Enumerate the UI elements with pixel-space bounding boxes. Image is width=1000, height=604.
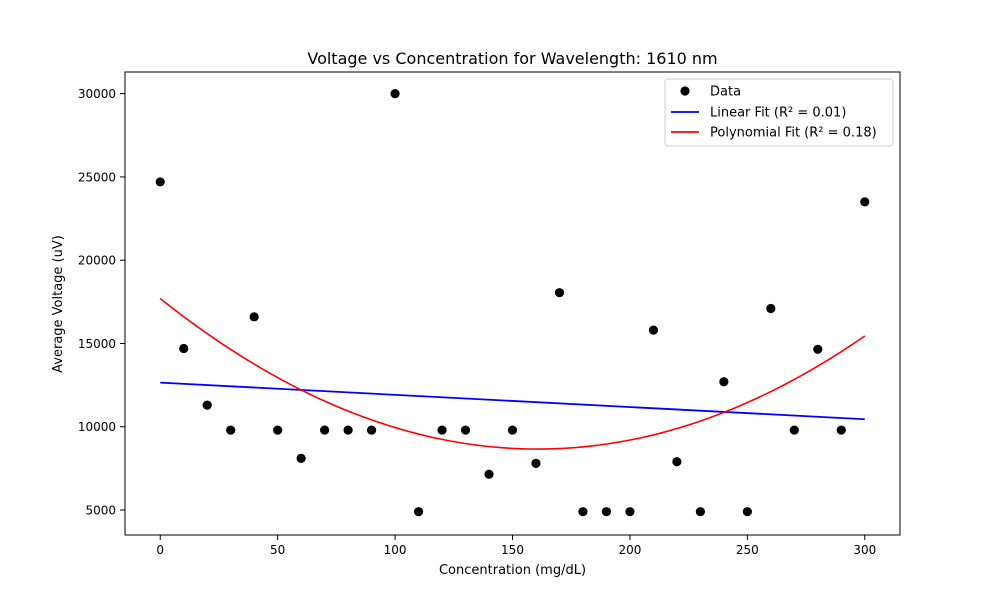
y-tick-label: 25000 — [78, 170, 116, 184]
data-point — [625, 507, 635, 517]
x-tick-label: 300 — [853, 543, 876, 557]
x-axis: 0 50 100 150 200 250 300 — [156, 535, 876, 557]
data-point — [484, 469, 494, 479]
x-tick-label: 50 — [270, 543, 285, 557]
polynomial-fit-curve — [159, 297, 866, 450]
x-tick-label: 200 — [618, 543, 641, 557]
data-point — [320, 425, 330, 435]
data-point — [554, 288, 565, 298]
linear-fit-line — [160, 381, 865, 421]
y-tick-label: 20000 — [78, 254, 116, 268]
y-tick-label: 5000 — [85, 504, 116, 518]
x-tick-label: 0 — [156, 543, 164, 557]
x-axis-label: Concentration (mg/dL) — [439, 563, 586, 578]
y-tick-label: 10000 — [78, 420, 116, 434]
data-point — [390, 89, 400, 99]
data-point — [273, 425, 283, 435]
data-point — [860, 197, 870, 207]
data-point — [578, 507, 588, 517]
data-point — [413, 507, 424, 517]
data-point — [226, 425, 236, 435]
y-axis-label: Average Voltage (uV) — [51, 235, 66, 373]
data-point — [343, 425, 353, 435]
data-point — [695, 507, 705, 517]
data-point — [601, 507, 612, 517]
data-point — [531, 458, 541, 468]
x-tick-label: 250 — [736, 543, 759, 557]
legend-label: Polynomial Fit (R² = 0.18) — [710, 126, 877, 141]
data-point — [813, 344, 823, 354]
x-tick-label: 100 — [384, 543, 407, 557]
data-point — [719, 377, 729, 387]
data-point — [437, 425, 447, 435]
chart-title: Voltage vs Concentration for Wavelength:… — [307, 49, 717, 68]
y-tick-label: 15000 — [78, 337, 116, 351]
data-point — [460, 425, 471, 435]
plot-area — [124, 71, 901, 536]
data-point — [836, 425, 846, 435]
legend-marker-data — [680, 86, 690, 96]
data-point — [766, 303, 776, 314]
data-point — [789, 425, 799, 435]
data-point — [507, 425, 518, 435]
legend-box — [664, 78, 894, 147]
legend-label: Data — [710, 85, 741, 100]
data-point — [155, 177, 165, 187]
data-point — [179, 343, 189, 354]
data-point — [672, 457, 682, 467]
data-point — [202, 400, 212, 410]
data-point — [249, 312, 259, 322]
data-point — [648, 325, 659, 335]
legend-label: Linear Fit (R² = 0.01) — [710, 106, 846, 121]
y-axis: 5000 10000 15000 20000 25000 30000 — [78, 87, 125, 518]
data-point — [742, 507, 752, 517]
data-point — [366, 425, 377, 435]
y-tick-label: 30000 — [78, 87, 116, 101]
legend: Data Linear Fit (R² = 0.01) Polynomial Fit… — [664, 78, 894, 147]
data-point — [296, 453, 306, 463]
x-tick-label: 150 — [501, 543, 524, 557]
